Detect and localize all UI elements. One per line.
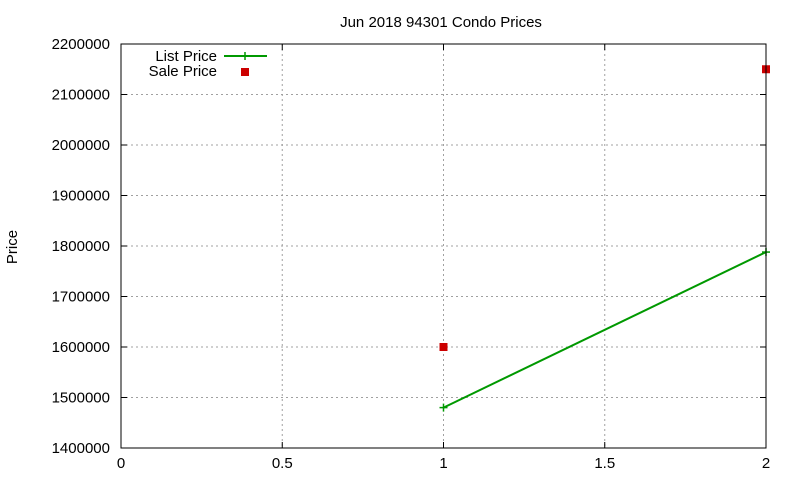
x-tick-label: 0 bbox=[117, 455, 125, 472]
x-tick-label: 2 bbox=[762, 455, 770, 472]
grid-lines bbox=[121, 44, 766, 448]
y-tick-label: 1900000 bbox=[52, 188, 110, 205]
x-tick-label: 0.5 bbox=[272, 455, 293, 472]
legend-marker bbox=[241, 52, 249, 60]
legend-entry-sale-price: Sale Price bbox=[149, 63, 249, 80]
y-tick-label: 1600000 bbox=[52, 339, 110, 356]
list-price-line bbox=[443, 251, 767, 409]
axis-ticks: 1400000 1500000 1600000 1700000 1800000 19000… bbox=[52, 36, 771, 472]
sale-price-point bbox=[439, 343, 448, 351]
legend-marker bbox=[241, 68, 249, 76]
x-tick-label: 1 bbox=[439, 455, 447, 472]
list-price-series bbox=[439, 248, 770, 412]
y-tick-label: 2200000 bbox=[52, 36, 110, 53]
y-tick-label: 1400000 bbox=[52, 440, 110, 457]
x-tick-label: 1.5 bbox=[594, 455, 615, 472]
plot-frame bbox=[120, 43, 767, 449]
y-tick-label: 2000000 bbox=[52, 137, 110, 154]
legend-entry-list-price: List Price bbox=[155, 48, 267, 65]
y-tick-label: 2100000 bbox=[52, 87, 110, 104]
y-tick-label: 1800000 bbox=[52, 238, 110, 255]
y-tick-label: 1700000 bbox=[52, 289, 110, 306]
sale-price-series bbox=[439, 65, 770, 351]
list-price-point bbox=[439, 403, 448, 412]
legend-label: List Price bbox=[155, 48, 217, 65]
chart-title: Jun 2018 94301 Condo Prices bbox=[340, 14, 542, 31]
y-axis-label: Price bbox=[4, 230, 21, 264]
legend-label: Sale Price bbox=[149, 63, 217, 80]
y-tick-label: 1500000 bbox=[52, 390, 110, 407]
